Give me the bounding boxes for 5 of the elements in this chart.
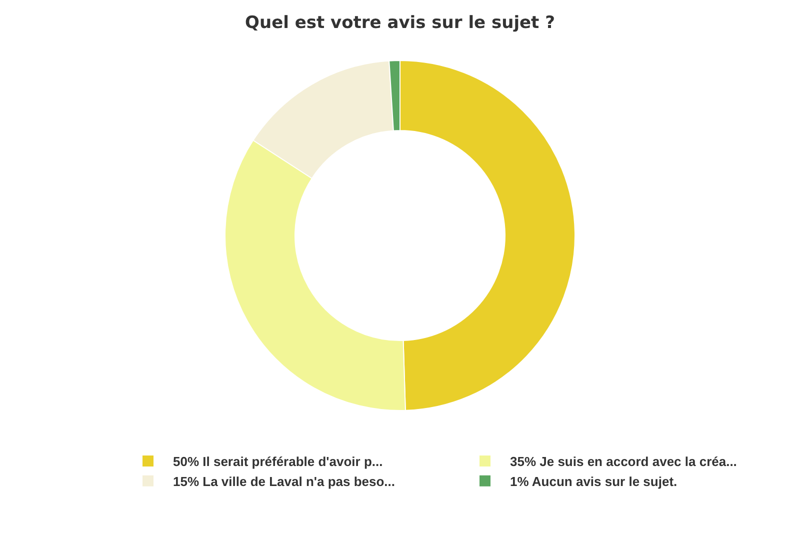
legend-label: 15% La ville de Laval n'a pas beso... — [173, 474, 396, 489]
legend-label: 1% Aucun avis sur le sujet. — [510, 474, 678, 489]
chart-title: Quel est votre avis sur le sujet ? — [245, 12, 555, 33]
legend-label: 35% Je suis en accord avec la créa... — [510, 454, 737, 470]
legend-label: 50% Il serait préférable d'avoir p... — [173, 454, 383, 470]
